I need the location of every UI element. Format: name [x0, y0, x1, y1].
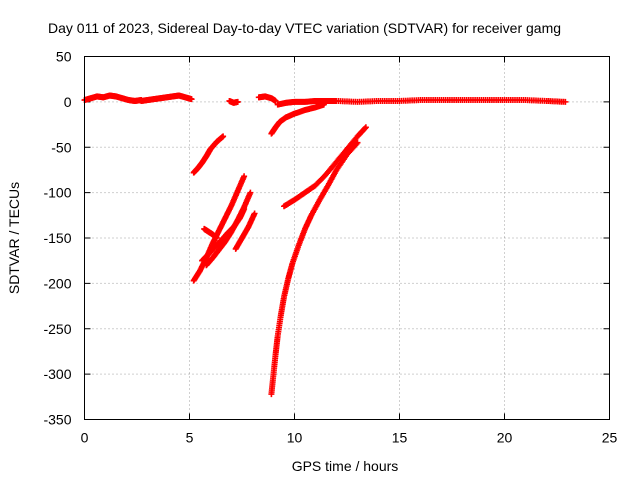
- data-point: [362, 124, 369, 131]
- series-sat-track-7: [190, 133, 227, 176]
- data-point: [320, 101, 327, 108]
- y-tick-label: 0: [64, 94, 72, 110]
- data-point: [353, 140, 360, 147]
- data-points: [81, 92, 569, 398]
- data-point: [241, 205, 248, 212]
- y-tick-label: 50: [56, 49, 72, 65]
- data-point: [562, 98, 569, 105]
- x-tick-label: 15: [392, 430, 408, 446]
- series-sat-track-2: [138, 92, 195, 104]
- tick-labels: 0 5 10 15 20 25 50 0 -50 -100 -150 -200 -250 -300 -350: [43, 49, 617, 446]
- data-point: [354, 139, 361, 146]
- y-tick-label: -200: [43, 275, 71, 291]
- series-sat-track-1: [81, 92, 145, 104]
- series-sat-track-12: [232, 210, 258, 252]
- plot-frame: [84, 56, 610, 420]
- series-sat-track-5: [274, 97, 569, 108]
- data-point: [213, 235, 220, 241]
- data-point: [251, 210, 258, 217]
- axis-ticks: [84, 56, 610, 420]
- series-sat-track-6: [268, 101, 327, 137]
- x-tick-label: 20: [497, 430, 513, 446]
- y-tick-label: -50: [51, 139, 71, 155]
- series-sat-track-13: [281, 124, 369, 210]
- series-sat-track-4: [255, 93, 279, 104]
- series-sat-track-10: [199, 205, 248, 264]
- grid-lines: [84, 56, 610, 420]
- data-point: [220, 133, 227, 140]
- x-tick-label: 5: [186, 430, 194, 446]
- y-tick-label: -250: [43, 321, 71, 337]
- y-tick-label: -300: [43, 366, 71, 382]
- data-point: [247, 189, 254, 196]
- series-sat-track-8: [190, 173, 248, 284]
- data-point: [272, 97, 279, 104]
- y-tick-label: -350: [43, 412, 71, 428]
- data-point: [188, 96, 195, 103]
- series-sat-track-3: [226, 97, 241, 106]
- series-sat-track-14: [268, 139, 361, 398]
- y-axis-label: SDTVAR / TECUs: [6, 182, 22, 294]
- data-point: [234, 98, 241, 105]
- data-point: [362, 125, 369, 132]
- y-tick-label: -150: [43, 230, 71, 246]
- series-sat-track-11: [201, 225, 220, 241]
- x-axis-label: GPS time / hours: [292, 458, 399, 474]
- y-tick-label: -100: [43, 185, 71, 201]
- data-point: [241, 173, 248, 180]
- chart-title: Day 011 of 2023, Sidereal Day-to-day VTE…: [48, 20, 561, 36]
- x-tick-label: 10: [287, 430, 303, 446]
- x-tick-label: 25: [602, 430, 618, 446]
- x-tick-label: 0: [81, 430, 89, 446]
